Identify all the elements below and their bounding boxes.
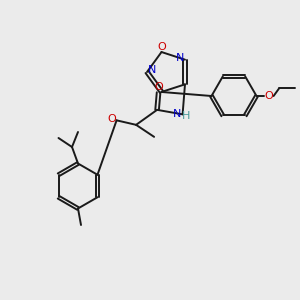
Text: O: O [154,82,163,92]
Text: H: H [182,111,190,121]
Text: O: O [107,113,116,124]
Text: N: N [148,65,157,75]
Text: O: O [157,42,166,52]
Text: N: N [172,109,181,119]
Text: N: N [176,53,184,63]
Text: O: O [264,91,273,101]
